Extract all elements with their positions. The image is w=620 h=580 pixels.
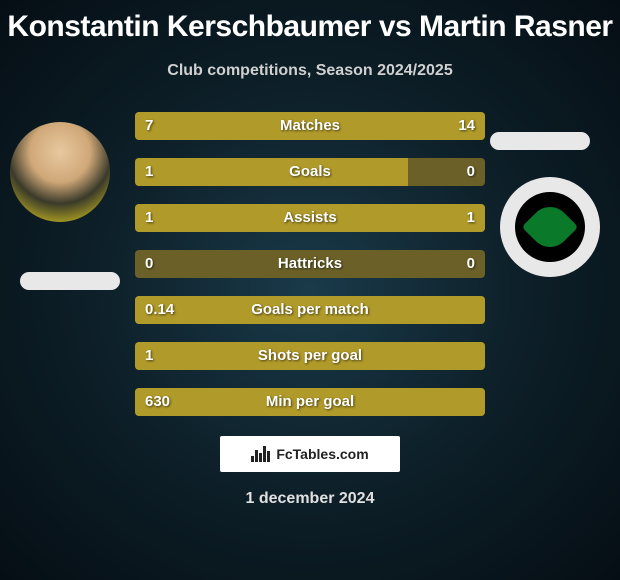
stat-bars-container: 714Matches 10Goals 11Assists 00Hattricks 0.1…: [135, 112, 485, 416]
club-badge-leaf-icon: [522, 199, 579, 256]
page-title: Konstantin Kerschbaumer vs Martin Rasner: [0, 0, 620, 44]
club-badge-inner: [515, 192, 585, 262]
stat-label: Matches: [135, 112, 485, 140]
footer-brand-logo[interactable]: FcTables.com: [220, 436, 400, 472]
bar-chart-icon: [251, 446, 270, 462]
stat-bar: 630Min per goal: [135, 388, 485, 416]
player-right-name-pill: [490, 132, 590, 150]
stat-bar: 11Assists: [135, 204, 485, 232]
player-right-club-badge: [500, 177, 600, 277]
stat-label: Goals: [135, 158, 485, 186]
stat-bar: 1Shots per goal: [135, 342, 485, 370]
stat-bar: 0.14Goals per match: [135, 296, 485, 324]
footer-date: 1 december 2024: [0, 490, 620, 508]
stat-bar: 00Hattricks: [135, 250, 485, 278]
stat-label: Shots per goal: [135, 342, 485, 370]
stat-bar: 10Goals: [135, 158, 485, 186]
footer-brand-text: FcTables.com: [276, 446, 368, 462]
stat-label: Hattricks: [135, 250, 485, 278]
page-subtitle: Club competitions, Season 2024/2025: [0, 62, 620, 80]
comparison-content: 714Matches 10Goals 11Assists 00Hattricks 0.1…: [0, 112, 620, 416]
stat-label: Assists: [135, 204, 485, 232]
stat-bar: 714Matches: [135, 112, 485, 140]
player-left-avatar: [10, 122, 110, 222]
stat-label: Min per goal: [135, 388, 485, 416]
stat-label: Goals per match: [135, 296, 485, 324]
player-left-name-pill: [20, 272, 120, 290]
